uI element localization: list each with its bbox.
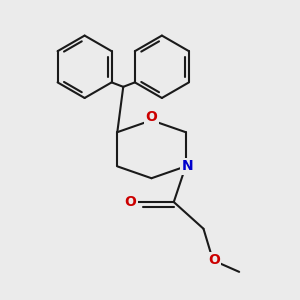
Text: O: O: [208, 253, 220, 267]
Text: O: O: [125, 195, 136, 209]
Text: N: N: [181, 159, 193, 173]
Text: O: O: [146, 110, 158, 124]
